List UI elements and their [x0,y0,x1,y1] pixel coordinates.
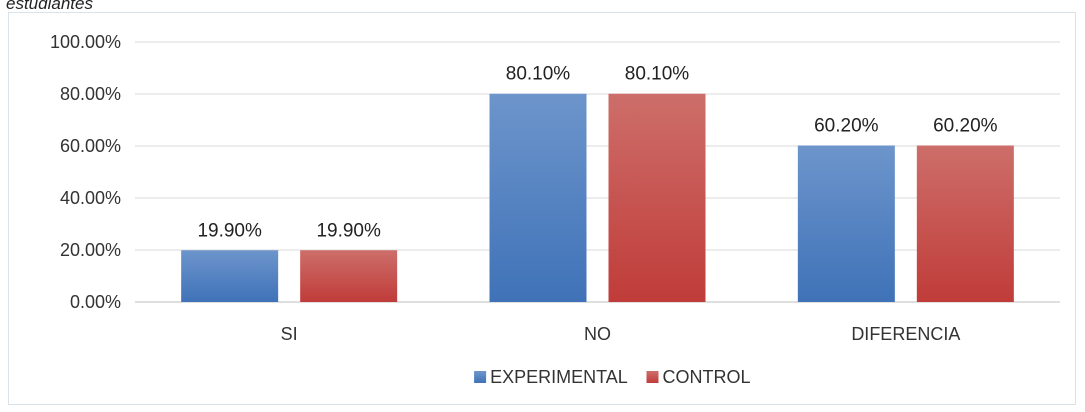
bar-control-diferencia [916,145,1014,302]
chart-caption: estudiantes [6,0,93,13]
y-tick-label: 20.00% [60,240,121,260]
y-tick-label: 100.00% [50,32,121,52]
data-label: 80.10% [506,64,571,85]
y-tick-label: 0.00% [70,292,121,312]
data-label: 19.90% [316,220,381,241]
bar-control-si [300,250,398,302]
legend-swatch-control [646,371,659,383]
x-category-label: DIFERENCIA [851,324,960,344]
chart-frame [8,12,1076,405]
bar-experimental-no [489,93,587,303]
bar-experimental-diferencia [797,145,895,302]
y-tick-label: 80.00% [60,84,121,104]
x-category-label: SI [281,324,298,344]
y-tick-label: 40.00% [60,188,121,208]
bar-experimental-si [181,250,279,302]
legend-label-control: CONTROL [663,367,751,387]
data-label: 60.20% [933,115,998,136]
data-label: 60.20% [814,115,879,136]
legend-swatch-experimental [474,371,487,383]
bar-control-no [608,93,706,303]
data-label: 80.10% [625,64,690,85]
y-tick-label: 60.00% [60,136,121,156]
data-label: 19.90% [197,220,262,241]
x-category-label: NO [584,324,611,344]
legend-label-experimental: EXPERIMENTAL [490,367,628,387]
